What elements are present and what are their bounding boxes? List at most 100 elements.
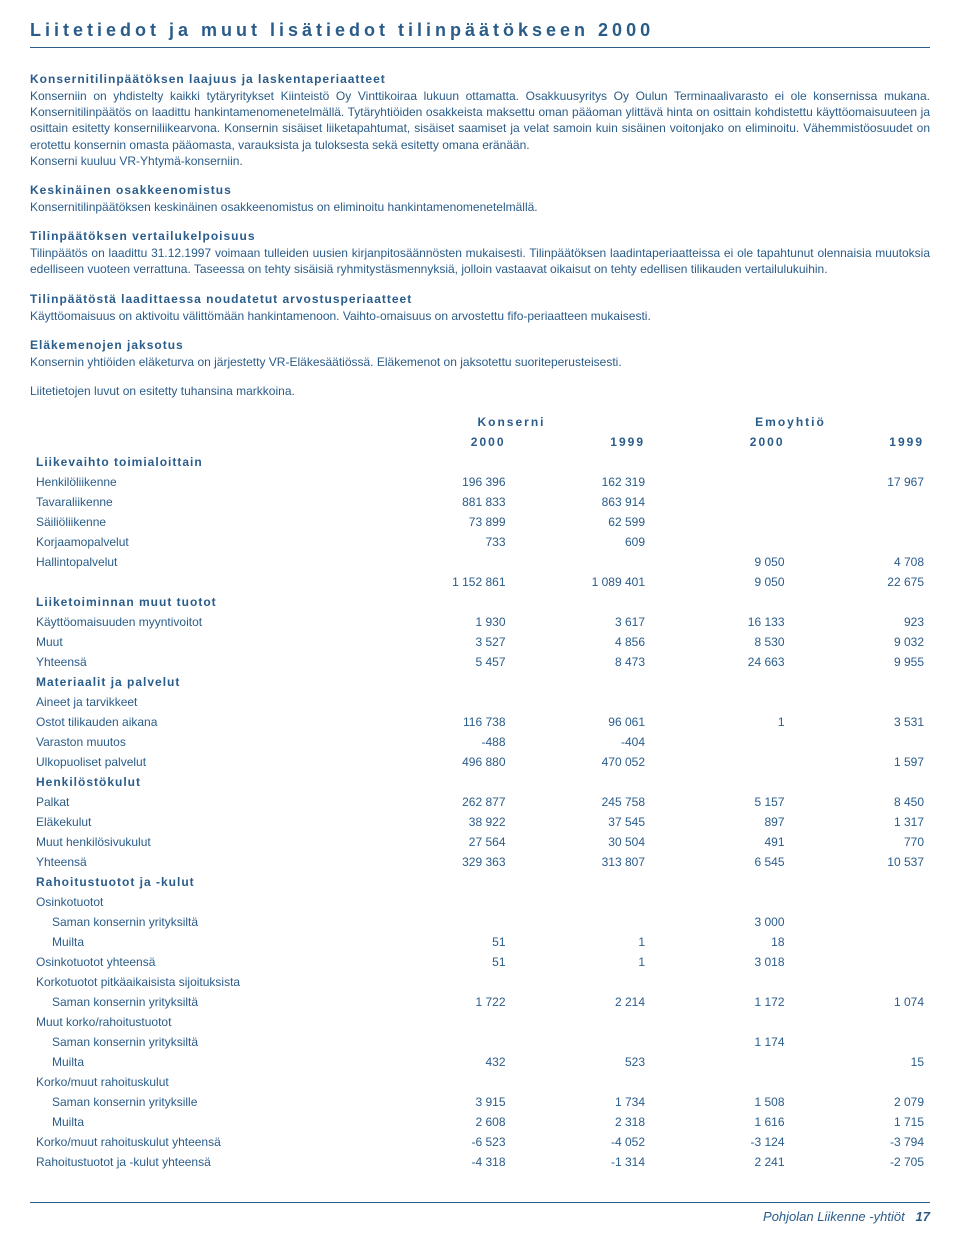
body-scope: Konserniin on yhdistelty kaikki tytäryri… [30, 88, 930, 153]
row-value: 2 079 [791, 1092, 931, 1112]
row-value: 3 531 [791, 712, 931, 732]
row-value: 1 [651, 712, 791, 732]
row-label: Varaston muutos [30, 732, 372, 752]
table-row: Yhteensä329 363313 8076 54510 537 [30, 852, 930, 872]
row-label: Muut korko/rahoitustuotot [30, 1012, 372, 1032]
row-value [791, 1012, 931, 1032]
row-value: 38 922 [372, 812, 512, 832]
row-value: 2 241 [651, 1152, 791, 1172]
row-value [372, 972, 512, 992]
table-row: Henkilöstökulut [30, 772, 930, 792]
row-value: -4 318 [372, 1152, 512, 1172]
row-value [791, 972, 931, 992]
row-value: 51 [372, 952, 512, 972]
row-value: 3 018 [651, 952, 791, 972]
row-value: 1 715 [791, 1112, 931, 1132]
row-value [791, 492, 931, 512]
body-scope-2: Konserni kuuluu VR-Yhtymä-konserniin. [30, 153, 930, 169]
row-label: Ostot tilikauden aikana [30, 712, 372, 732]
body-shareholding: Konsernitilinpäätöksen keskinäinen osakk… [30, 199, 930, 215]
row-value: 73 899 [372, 512, 512, 532]
table-row: Muilta51118 [30, 932, 930, 952]
table-row: 1 152 8611 089 4019 05022 675 [30, 572, 930, 592]
row-value: 923 [791, 612, 931, 632]
footer-page-number: 17 [916, 1209, 930, 1224]
row-value [651, 1052, 791, 1072]
heading-valuation: Tilinpäätöstä laadittaessa noudatetut ar… [30, 292, 930, 306]
row-value: 329 363 [372, 852, 512, 872]
table-row: Palkat262 877245 7585 1578 450 [30, 792, 930, 812]
table-row: Ulkopuoliset palvelut496 880470 0521 597 [30, 752, 930, 772]
row-value: 62 599 [512, 512, 652, 532]
table-row: Eläkekulut38 92237 5458971 317 [30, 812, 930, 832]
row-value [791, 732, 931, 752]
row-label: Rahoitustuotot ja -kulut yhteensä [30, 1152, 372, 1172]
table-row: Korko/muut rahoituskulut yhteensä-6 523-… [30, 1132, 930, 1152]
table-row: Saman konsernin yrityksiltä1 174 [30, 1032, 930, 1052]
section-comparability: Tilinpäätöksen vertailukelpoisuus Tilinp… [30, 229, 930, 277]
row-value: 1 317 [791, 812, 931, 832]
row-value: 3 617 [512, 612, 652, 632]
table-row: Yhteensä5 4578 47324 6639 955 [30, 652, 930, 672]
row-value: 1 174 [651, 1032, 791, 1052]
row-value: 8 530 [651, 632, 791, 652]
row-label: Saman konsernin yrityksiltä [30, 912, 372, 932]
row-value: 5 457 [372, 652, 512, 672]
body-comparability: Tilinpäätös on laadittu 31.12.1997 voima… [30, 245, 930, 277]
row-value: 51 [372, 932, 512, 952]
row-value: 770 [791, 832, 931, 852]
row-value [651, 1012, 791, 1032]
row-value: 3 527 [372, 632, 512, 652]
row-value [651, 512, 791, 532]
row-value [651, 692, 791, 712]
row-value: 3 915 [372, 1092, 512, 1112]
row-label: Osinkotuotot yhteensä [30, 952, 372, 972]
row-value [372, 552, 512, 572]
row-label: Korko/muut rahoituskulut yhteensä [30, 1132, 372, 1152]
row-value: 16 133 [651, 612, 791, 632]
row-value [512, 892, 652, 912]
row-label: Eläkekulut [30, 812, 372, 832]
row-label: Käyttöomaisuuden myyntivoitot [30, 612, 372, 632]
row-section-label: Henkilöstökulut [30, 772, 930, 792]
row-value: 863 914 [512, 492, 652, 512]
heading-pension: Eläkemenojen jaksotus [30, 338, 930, 352]
table-row: Muut korko/rahoitustuotot [30, 1012, 930, 1032]
row-value: 1 734 [512, 1092, 652, 1112]
row-label: Yhteensä [30, 652, 372, 672]
heading-shareholding: Keskinäinen osakkeenomistus [30, 183, 930, 197]
row-value: 18 [651, 932, 791, 952]
row-value: 496 880 [372, 752, 512, 772]
row-value [512, 972, 652, 992]
year-col-0: 2000 [372, 432, 512, 452]
row-section-label: Liiketoiminnan muut tuotot [30, 592, 930, 612]
year-col-2: 2000 [651, 432, 791, 452]
table-row: Korko/muut rahoituskulut [30, 1072, 930, 1092]
row-value: 6 545 [651, 852, 791, 872]
row-label: Ulkopuoliset palvelut [30, 752, 372, 772]
row-value: 10 537 [791, 852, 931, 872]
row-label: Aineet ja tarvikkeet [30, 692, 372, 712]
table-row: Aineet ja tarvikkeet [30, 692, 930, 712]
row-label: Muilta [30, 1052, 372, 1072]
row-section-label: Liikevaihto toimialoittain [30, 452, 930, 472]
row-value: 196 396 [372, 472, 512, 492]
row-value: 432 [372, 1052, 512, 1072]
row-value: 1 074 [791, 992, 931, 1012]
table-row: Osinkotuotot yhteensä5113 018 [30, 952, 930, 972]
row-value: -3 124 [651, 1132, 791, 1152]
row-value: 5 157 [651, 792, 791, 812]
table-row: Säiliöliikenne73 89962 599 [30, 512, 930, 532]
body-valuation: Käyttöomaisuus on aktivoitu välittömään … [30, 308, 930, 324]
table-row: Saman konsernin yrityksiltä3 000 [30, 912, 930, 932]
row-value: 27 564 [372, 832, 512, 852]
body-pension: Konsernin yhtiöiden eläketurva on järjes… [30, 354, 930, 370]
row-value: 609 [512, 532, 652, 552]
year-col-3: 1999 [791, 432, 931, 452]
row-value [651, 752, 791, 772]
row-label: Muilta [30, 1112, 372, 1132]
table-row: Osinkotuotot [30, 892, 930, 912]
row-value: -488 [372, 732, 512, 752]
table-row: Saman konsernin yrityksiltä1 7222 2141 1… [30, 992, 930, 1012]
section-pension: Eläkemenojen jaksotus Konsernin yhtiöide… [30, 338, 930, 370]
